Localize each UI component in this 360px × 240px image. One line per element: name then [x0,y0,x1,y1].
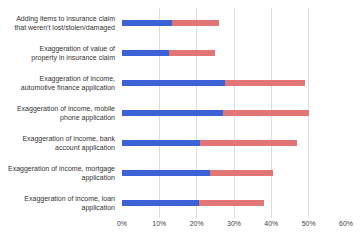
svg-text:0%: 0% [117,220,127,227]
svg-text:Exaggeration of income, mobile: Exaggeration of income, mobilephone appl… [17,105,115,122]
svg-text:Adding items to insurance clai: Adding items to insurance claimthat were… [14,15,115,32]
svg-text:50%: 50% [302,220,316,227]
svg-text:20%: 20% [190,220,204,227]
svg-text:40%: 40% [264,220,278,227]
svg-text:Exaggeration of income, loanap: Exaggeration of income, loanapplication [24,195,115,212]
svg-text:10%: 10% [152,220,166,227]
svg-text:Exaggeration of income, bankac: Exaggeration of income, bankaccount appl… [22,135,115,152]
svg-text:Exaggeration of income, mortga: Exaggeration of income, mortgageapplicat… [8,165,115,182]
svg-text:30%: 30% [227,220,241,227]
svg-text:60%: 60% [339,220,353,227]
svg-text:Exaggeration of value ofproper: Exaggeration of value ofproperty in insu… [31,45,115,62]
svg-text:Exaggeration of income,automot: Exaggeration of income,automotive financ… [21,75,115,92]
